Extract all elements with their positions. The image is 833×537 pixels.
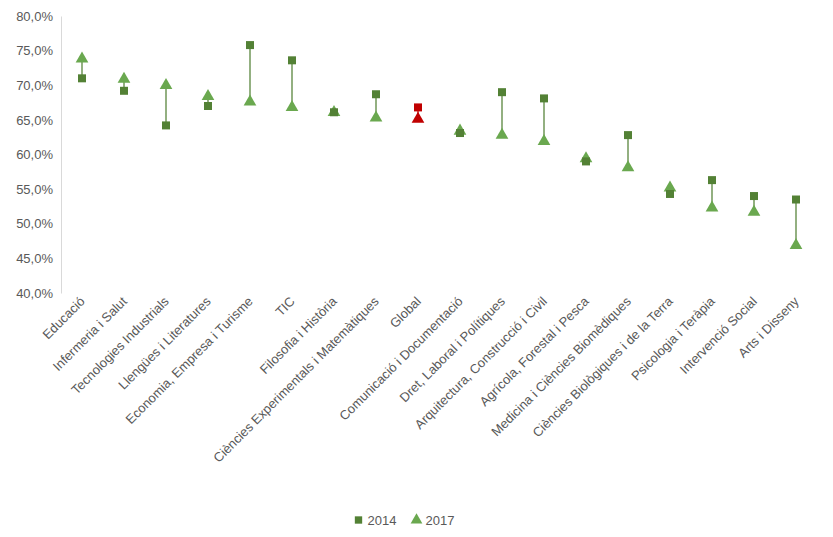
- x-tick: Infermeria i Salut: [50, 293, 130, 374]
- y-tick-label: 60,0%: [16, 147, 53, 162]
- x-tick-label: Filosofia i Història: [257, 293, 341, 377]
- y-tick-label: 65,0%: [16, 113, 53, 128]
- x-tick: Intervenció Social: [677, 293, 760, 377]
- point: [622, 160, 635, 171]
- chart: 40,0% 45,0% 50,0% 55,0% 60,0% 65,0% 70,0% 75,0%…: [0, 0, 833, 537]
- x-tick-label: Infermeria i Salut: [50, 293, 130, 373]
- point: [748, 205, 761, 216]
- point: [456, 129, 464, 137]
- x-tick: Economia, Empresa i Turisme: [123, 293, 256, 427]
- y-tick: 50,0%: [16, 216, 61, 231]
- y-tick: 45,0%: [16, 251, 61, 266]
- y-tick: 65,0%: [16, 113, 61, 128]
- point: [664, 180, 677, 191]
- y-axis: 40,0% 45,0% 50,0% 55,0% 60,0% 65,0% 70,0% 75,0%…: [16, 9, 61, 301]
- connector: [249, 45, 250, 102]
- x-tick: Filosofia i Història: [257, 293, 341, 377]
- x-tick-label: Intervenció Social: [677, 294, 760, 377]
- x-axis: EducacióInfermeria i SalutTecnologies In…: [39, 293, 817, 465]
- legend-label: 2014: [368, 513, 397, 528]
- connector: [165, 85, 166, 125]
- point: [246, 41, 254, 49]
- point: [202, 89, 215, 100]
- x-tick-label: Ciències Experimentals i Matemàtiques: [210, 293, 382, 465]
- legend-symbol: [411, 513, 423, 523]
- point: [666, 190, 674, 198]
- point: [118, 72, 131, 83]
- y-tick-label: 55,0%: [16, 182, 53, 197]
- series-1: [76, 52, 803, 249]
- point: [414, 103, 422, 111]
- point: [330, 108, 338, 116]
- point: [288, 56, 296, 64]
- y-tick-label: 75,0%: [16, 43, 53, 58]
- y-tick-label: 40,0%: [16, 286, 53, 301]
- series-0: [78, 41, 800, 203]
- y-tick-label: 70,0%: [16, 78, 53, 93]
- x-tick-label: Arts i Disseny: [735, 293, 802, 360]
- x-tick-label: Global: [387, 294, 424, 331]
- point: [750, 192, 758, 200]
- y-tick-label: 80,0%: [16, 9, 53, 24]
- point: [582, 157, 590, 165]
- y-tick: 70,0%: [16, 78, 61, 93]
- point: [162, 121, 170, 129]
- y-tick: 75,0%: [16, 43, 61, 58]
- legend: 2014 2017: [355, 513, 455, 528]
- x-tick: TIC: [272, 293, 297, 319]
- point: [370, 110, 383, 121]
- point: [286, 100, 299, 111]
- point: [76, 52, 89, 63]
- point: [160, 78, 173, 89]
- point: [372, 90, 380, 98]
- plot-area: [76, 41, 803, 249]
- y-tick-label: 45,0%: [16, 251, 53, 266]
- x-tick: Ciències Experimentals i Matemàtiques: [210, 293, 382, 465]
- point: [328, 105, 341, 116]
- x-tick-label: Economia, Empresa i Turisme: [123, 294, 256, 427]
- point: [120, 87, 128, 95]
- point: [624, 131, 632, 139]
- point: [706, 200, 719, 211]
- y-tick: 80,0%: [16, 9, 61, 24]
- point: [790, 238, 803, 249]
- connectors: [82, 45, 796, 245]
- point: [244, 95, 257, 106]
- point: [538, 134, 551, 145]
- y-tick: 40,0%: [16, 286, 61, 301]
- y-tick: 60,0%: [16, 147, 61, 162]
- point: [412, 112, 425, 123]
- legend-item: 2014: [355, 513, 397, 528]
- legend-label: 2017: [426, 513, 455, 528]
- point: [498, 88, 506, 96]
- x-tick-label: TIC: [272, 294, 297, 319]
- y-axis-line: [61, 17, 62, 294]
- x-axis-line: [62, 293, 818, 294]
- point: [204, 102, 212, 110]
- x-tick: Global: [387, 293, 424, 331]
- x-tick: Arts i Disseny: [735, 293, 802, 361]
- point: [78, 74, 86, 82]
- point: [540, 94, 548, 102]
- y-tick-label: 50,0%: [16, 216, 53, 231]
- y-tick: 55,0%: [16, 182, 61, 197]
- legend-symbol: [355, 516, 362, 523]
- point: [708, 176, 716, 184]
- legend-item: 2017: [411, 513, 455, 528]
- point: [496, 128, 509, 139]
- point: [792, 196, 800, 204]
